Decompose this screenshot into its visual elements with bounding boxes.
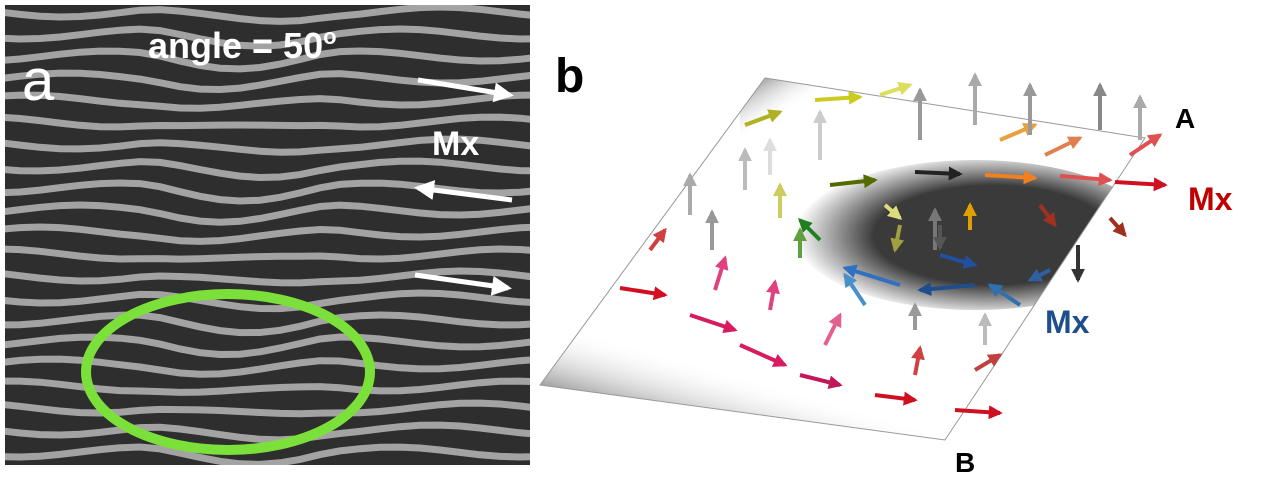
mx-red-label: Mx bbox=[1188, 181, 1233, 217]
panel-a: a angle = 50o Mx bbox=[0, 5, 540, 479]
stripe bbox=[0, 469, 540, 479]
mx-label: Mx bbox=[432, 125, 479, 163]
angle-text: angle = 50o bbox=[148, 24, 337, 66]
vector-arrow bbox=[915, 172, 960, 174]
angle-superscript: o bbox=[323, 24, 336, 49]
page: a angle = 50o Mx b A B Mx Mx (() => { co… bbox=[0, 0, 1261, 479]
surface bbox=[540, 70, 1155, 450]
corner-label: B bbox=[955, 447, 975, 478]
mx-blue-label: Mx bbox=[1045, 304, 1090, 340]
vector-arrow bbox=[880, 85, 910, 95]
angle-value: angle = 50 bbox=[148, 25, 323, 66]
corner-label: A bbox=[1175, 103, 1195, 134]
vector-arrow bbox=[1110, 218, 1125, 235]
figure: a angle = 50o Mx b A B Mx Mx bbox=[0, 0, 1261, 479]
panel-b: b A B Mx Mx bbox=[540, 50, 1233, 478]
panel-label: b bbox=[555, 50, 584, 103]
panel-label: a bbox=[22, 48, 55, 113]
vector-arrow bbox=[1115, 182, 1165, 185]
